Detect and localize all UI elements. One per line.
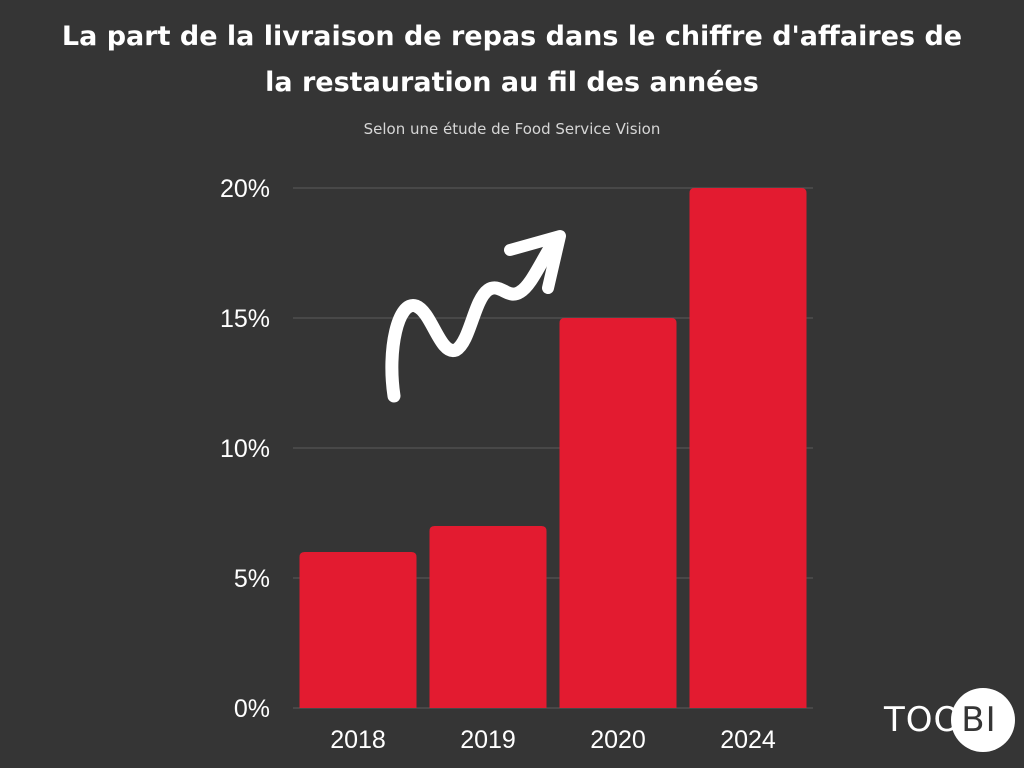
y-tick-label: 5% <box>234 565 270 593</box>
chart-title: La part de la livraison de repas dans le… <box>0 14 1024 106</box>
chart-title-line-2: la restauration au fil des années <box>265 67 759 98</box>
rising-arrow-annotation <box>385 241 557 403</box>
logo-text: TOOBI <box>884 700 997 740</box>
x-axis-ticks: 2018 2019 2020 2024 <box>330 726 776 754</box>
bars <box>299 188 807 708</box>
y-tick-label: 0% <box>234 695 270 723</box>
y-tick-label: 10% <box>220 435 270 463</box>
x-tick-label-2024: 2024 <box>720 726 776 754</box>
y-axis-ticks: 0% 5% 10% 15% 20% <box>220 175 270 723</box>
bar-2019 <box>429 526 547 708</box>
rising-arrow-head <box>504 230 566 294</box>
logo-circle <box>951 688 1015 752</box>
x-tick-label-2020: 2020 <box>590 726 646 754</box>
bar-2018 <box>299 552 417 708</box>
x-tick-label-2019: 2019 <box>460 726 516 754</box>
chart-subtitle: Selon une étude de Food Service Vision <box>363 120 661 138</box>
x-tick-label-2018: 2018 <box>330 726 386 754</box>
toobi-logo: TOOBI <box>884 688 1015 758</box>
bar-2020 <box>559 318 677 708</box>
y-tick-label: 15% <box>220 305 270 333</box>
bar-2024 <box>689 188 807 708</box>
y-tick-label: 20% <box>220 175 270 203</box>
logo-text-light: TOO <box>884 700 962 740</box>
chart-title-line-1: La part de la livraison de repas dans le… <box>61 21 963 52</box>
logo-text-dark: BI <box>961 700 997 740</box>
